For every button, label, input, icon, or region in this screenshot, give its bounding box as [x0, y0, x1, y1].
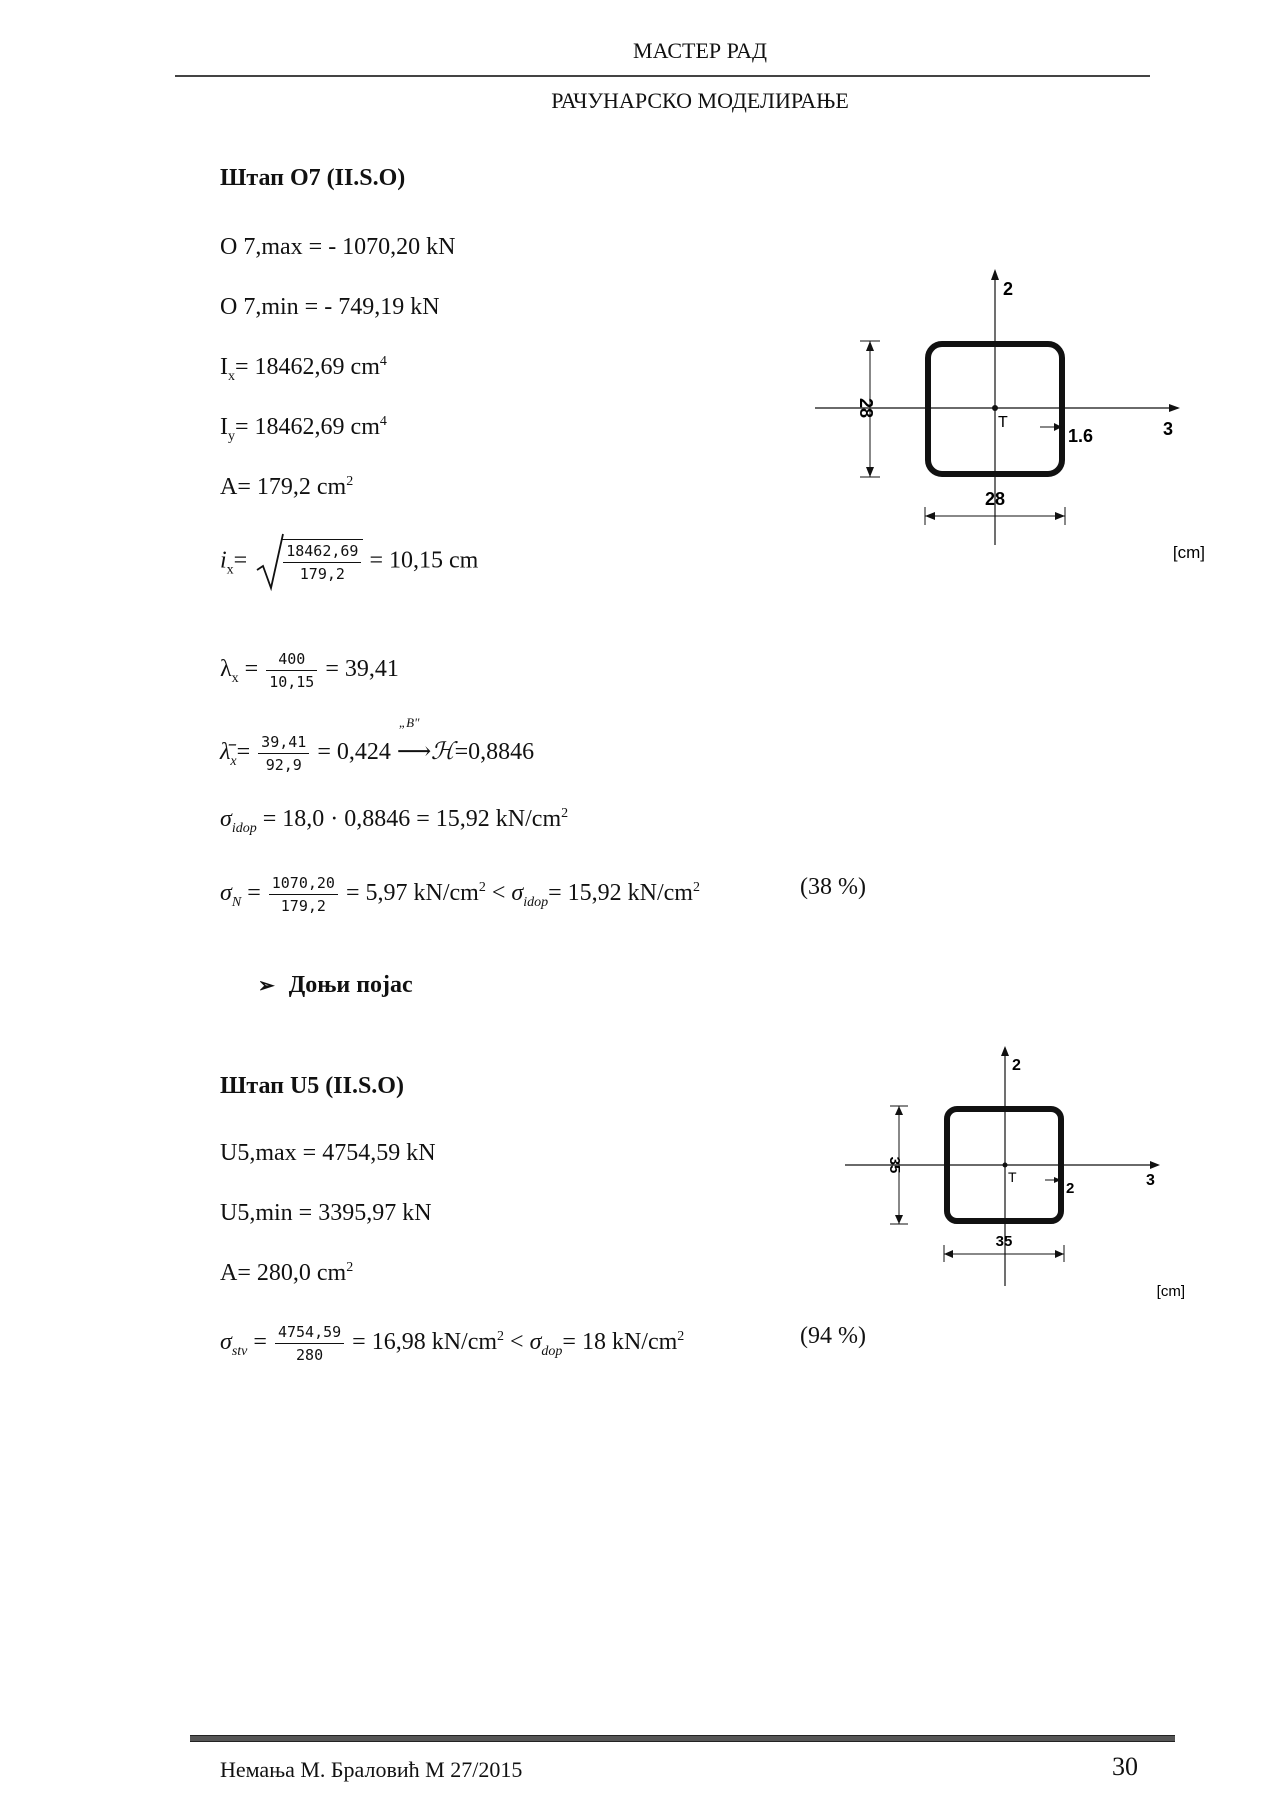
arrow-up-icon: [991, 269, 999, 280]
moment-of-inertia-y: Iy= 18462,69 cm4: [220, 414, 387, 444]
area-o7: A= 179,2 cm2: [220, 474, 354, 500]
cross-section-diagram-o7: 2 3 T 1.6 28 28 [cm]: [815, 269, 1205, 562]
header-title: МАСТЕР РАД: [633, 38, 767, 63]
relative-slenderness: λ̄x= 39,41 92,9 = 0,424 „B" ⟶ ℋ=0,8846: [220, 715, 535, 774]
radius-of-gyration: ix= 18462,69 179,2 = 10,15 cm: [220, 532, 478, 594]
bullet-arrow-icon: ➢: [258, 975, 275, 997]
sigma-idop: σidop = 18,0 · 0,8846 = 15,92 kN/cm2: [220, 806, 569, 836]
u5-max: U5,max = 4754,59 kN: [220, 1140, 436, 1166]
centroid-point: [992, 405, 998, 411]
axis-label-3: 3: [1146, 1172, 1155, 1189]
header-subtitle: РАЧУНАРСКО МОДЕЛИРАЊЕ: [551, 88, 849, 113]
axis-label-2: 2: [1003, 279, 1013, 299]
sigma-n-check: σN = 1070,20 179,2 = 5,97 kN/cm2 < σidop=…: [220, 874, 700, 915]
page-number: 30: [1112, 1752, 1138, 1781]
footer-author: Немања М. Браловић М 27/2015: [220, 1757, 523, 1782]
moment-of-inertia-x: Ix= 18462,69 cm4: [220, 354, 387, 384]
sigma-stv-check: σstv = 4754,59 280 = 16,98 kN/cm2 < σdop=…: [220, 1323, 685, 1364]
box-section: [944, 1106, 1064, 1224]
header-rule: [175, 75, 1150, 77]
sigma-stv-percent: (94 %): [800, 1323, 866, 1349]
unit-label: [cm]: [1173, 543, 1205, 562]
box-section: [925, 341, 1065, 477]
section-o7-heading: Штап О7 (II.S.O): [220, 165, 406, 191]
arrow-right-icon: [1169, 404, 1180, 412]
o7-max: О 7,max = - 1070,20 kN: [220, 234, 456, 260]
width-label: 35: [996, 1233, 1013, 1250]
slenderness: λx = 400 10,15 = 39,41: [220, 650, 399, 691]
buckling-curve-label: „B": [398, 715, 420, 731]
height-label: 28: [856, 398, 876, 418]
centroid-label: T: [1008, 1169, 1017, 1185]
axis-label-2: 2: [1012, 1057, 1021, 1074]
centroid-label: T: [998, 414, 1008, 431]
thickness-arrow-icon: [1054, 1177, 1061, 1183]
o7-min: О 7,min = - 749,19 kN: [220, 294, 440, 320]
unit-label: [cm]: [1157, 1283, 1185, 1300]
sigma-n-percent: (38 %): [800, 874, 866, 900]
bullet-lower-chord: ➢ Доњи појас: [258, 972, 413, 998]
section-u5-heading: Штап U5 (II.S.O): [220, 1073, 404, 1099]
area-u5: A= 280,0 cm2: [220, 1260, 354, 1286]
sqrt-symbol: [256, 533, 285, 592]
centroid-point: [1002, 1162, 1008, 1168]
arrow-icon: ⟶: [396, 739, 432, 766]
height-label: 35: [886, 1157, 903, 1174]
width-label: 28: [985, 489, 1005, 509]
u5-min: U5,min = 3395,97 kN: [220, 1200, 432, 1226]
arrow-up-icon: [1001, 1046, 1009, 1056]
thickness-label: 1.6: [1068, 426, 1093, 446]
thickness-arrow-icon: [1054, 423, 1062, 431]
thickness-label: 2: [1066, 1180, 1074, 1197]
arrow-right-icon: [1150, 1161, 1160, 1169]
axis-label-3: 3: [1163, 419, 1173, 439]
footer-rule: [190, 1735, 1175, 1742]
cross-section-diagram-u5: 2 3 T 2 35 35 [cm]: [845, 1046, 1185, 1300]
